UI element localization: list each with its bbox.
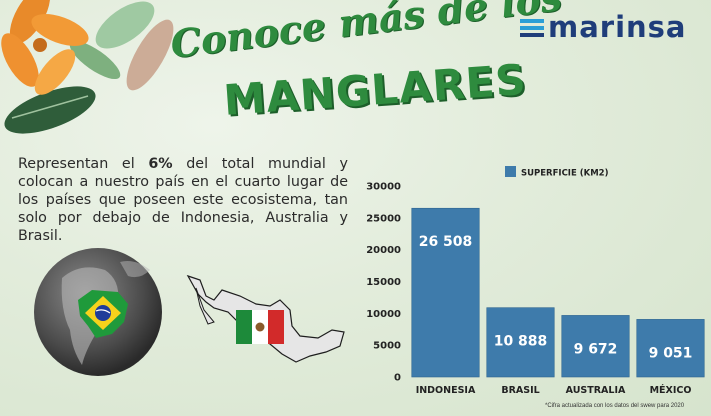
bar-value-label: 9 051: [649, 345, 693, 361]
y-axis: 0 5000 10000 15000 20000 25000 30000: [366, 182, 401, 384]
y-tick-label: 5000: [373, 341, 401, 352]
x-tick-label: INDONESIA: [416, 385, 476, 396]
brand-logo: marinsa: [520, 12, 687, 42]
y-tick-label: 20000: [366, 245, 401, 256]
y-tick-label: 0: [394, 373, 401, 384]
y-tick-label: 15000: [366, 277, 401, 288]
y-tick-label: 30000: [366, 182, 401, 193]
bar: [561, 315, 630, 378]
legend: SUPERFICIE (KM2): [505, 166, 609, 179]
description-before: Representan el: [18, 156, 149, 172]
legend-swatch: [505, 166, 516, 177]
waves-icon: [520, 19, 544, 37]
y-tick-label: 10000: [366, 309, 401, 320]
y-tick-label: 25000: [366, 213, 401, 224]
bar: [636, 319, 705, 378]
description-after: del total mundial y colocan a nuestro pa…: [18, 156, 348, 244]
leaf-icon: [1, 0, 174, 134]
legend-label: SUPERFICIE (KM2): [521, 169, 609, 179]
x-tick-label: BRASIL: [501, 385, 539, 396]
x-tick-label: AUSTRALIA: [566, 385, 626, 396]
x-tick-label: MÉXICO: [650, 384, 692, 396]
footnote: *Cifra actualizada con los datos del swe…: [545, 403, 685, 409]
bar: [411, 207, 480, 378]
description: Representan el 6% del total mundial y co…: [18, 155, 348, 245]
description-highlight: 6%: [148, 156, 173, 172]
bar-value-label: 26 508: [419, 234, 473, 250]
bars: 26 508 10 888 9 672 9 051: [411, 207, 705, 378]
x-axis: INDONESIA BRASIL AUSTRALIA MÉXICO: [416, 384, 692, 396]
bar-value-label: 9 672: [574, 341, 618, 357]
brand-name: marinsa: [548, 10, 687, 44]
bar-value-label: 10 888: [494, 334, 548, 350]
bar: [486, 307, 555, 378]
